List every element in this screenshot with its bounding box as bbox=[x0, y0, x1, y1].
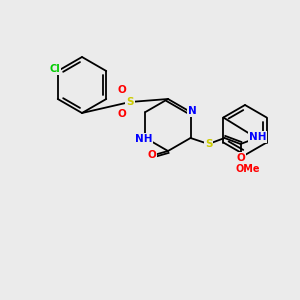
Text: O: O bbox=[118, 85, 126, 95]
Text: Cl: Cl bbox=[50, 64, 60, 74]
Text: O: O bbox=[148, 150, 156, 160]
Text: O: O bbox=[236, 153, 245, 163]
Text: S: S bbox=[205, 139, 212, 149]
Text: NH: NH bbox=[249, 132, 266, 142]
Text: S: S bbox=[126, 97, 134, 107]
Text: N: N bbox=[188, 106, 197, 116]
Text: O: O bbox=[118, 109, 126, 119]
Text: NH: NH bbox=[135, 134, 152, 144]
Text: OMe: OMe bbox=[236, 164, 260, 174]
